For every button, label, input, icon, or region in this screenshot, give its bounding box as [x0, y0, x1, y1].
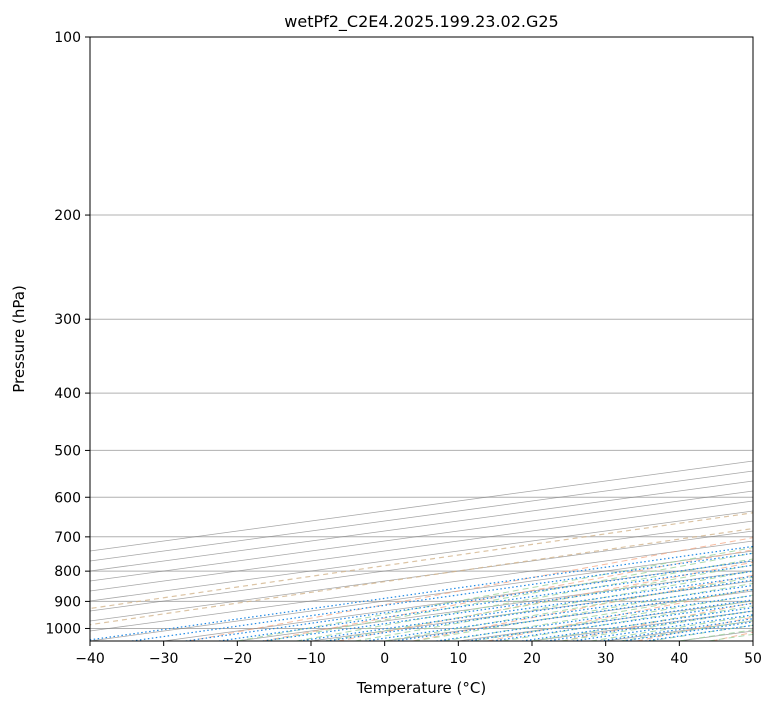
y-tick-label: 800 [54, 564, 81, 580]
y-tick-label: 200 [54, 208, 81, 224]
y-tick-label: 700 [54, 530, 81, 546]
x-tick-label: 40 [670, 651, 688, 667]
y-tick-label: 500 [54, 443, 81, 459]
y-tick-label: 100 [54, 30, 81, 46]
x-tick-label: 10 [449, 651, 467, 667]
y-axis-label: Pressure (hPa) [10, 285, 28, 393]
x-tick-label: 50 [744, 651, 762, 667]
x-tick-label: −20 [223, 651, 253, 667]
chart-title: wetPf2_C2E4.2025.199.23.02.G25 [284, 12, 558, 32]
x-tick-label: −10 [296, 651, 326, 667]
y-tick-label: 600 [54, 490, 81, 506]
x-tick-label: 20 [523, 651, 541, 667]
y-tick-label: 400 [54, 386, 81, 402]
x-tick-label: 0 [380, 651, 389, 667]
y-tick-label: 900 [54, 594, 81, 610]
x-tick-label: 30 [597, 651, 615, 667]
y-tick-label: 1000 [45, 621, 81, 637]
x-tick-label: −40 [75, 651, 105, 667]
y-tick-label: 300 [54, 312, 81, 328]
x-tick-label: −30 [149, 651, 179, 667]
x-axis-label: Temperature (°C) [356, 679, 486, 697]
